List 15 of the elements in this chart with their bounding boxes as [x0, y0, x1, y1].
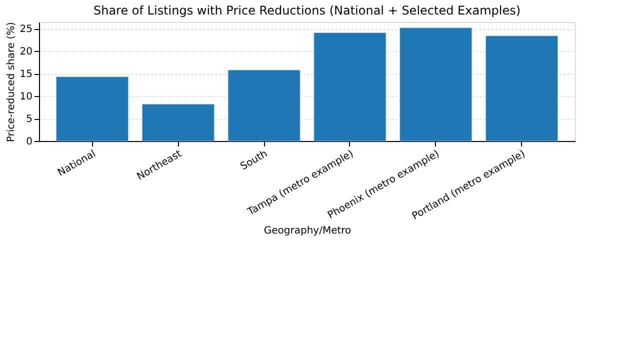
- bar: [400, 28, 472, 142]
- y-tick-label: 0: [26, 136, 32, 148]
- y-tick-label: 25: [20, 24, 32, 36]
- bar: [228, 70, 300, 142]
- y-tick-label: 5: [26, 114, 32, 126]
- y-tick-label: 15: [20, 69, 32, 80]
- bar: [142, 104, 214, 142]
- y-tick-label: 20: [20, 46, 32, 58]
- y-axis-title: Price-reduced share (%): [6, 22, 17, 142]
- bar: [485, 36, 558, 142]
- x-axis-title: Geography/Metro: [264, 225, 352, 236]
- y-tick-label: 10: [20, 92, 32, 103]
- bar: [314, 32, 386, 142]
- bar: [56, 76, 129, 142]
- chart-title: Share of Listings with Price Reductions (National + Selected Examples): [93, 3, 521, 18]
